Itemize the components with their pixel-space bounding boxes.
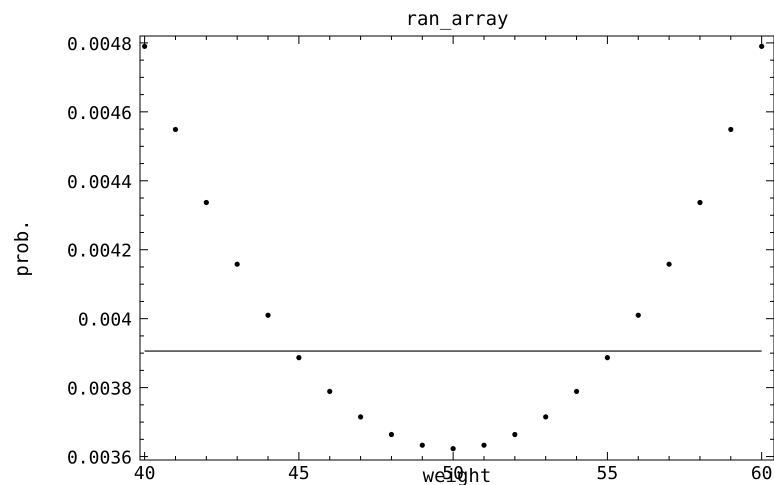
y-tick-label: 0.0044: [67, 172, 132, 193]
data-point: [512, 431, 518, 438]
y-tick-label: 0.0042: [67, 241, 132, 262]
data-point: [481, 442, 487, 448]
y-axis-label: prob.: [11, 219, 33, 276]
data-point: [203, 199, 209, 206]
data-point: [172, 126, 179, 133]
y-tick-label: 0.0036: [67, 448, 132, 469]
y-axis-ticks: 0.0036 0.0038 0.004 0.0042 0.0044 0.0046 0.004…: [67, 34, 774, 469]
x-tick-label: 45: [288, 463, 310, 484]
x-tick-label: 60: [751, 463, 773, 484]
data-point: [759, 43, 765, 49]
data-point: [450, 446, 456, 452]
data-point: [419, 442, 425, 448]
data-point: [234, 261, 240, 267]
data-point: [388, 431, 395, 438]
data-point: [635, 312, 641, 318]
x-tick-label: 55: [597, 463, 619, 484]
data-point: [543, 414, 549, 420]
x-tick-label: 40: [134, 463, 156, 484]
data-point: [573, 388, 580, 395]
data-point: [357, 414, 364, 420]
y-tick-label: 0.0046: [67, 103, 132, 124]
x-axis-label: weight: [423, 465, 492, 485]
data-point: [728, 126, 734, 133]
data-point: [327, 388, 333, 395]
x-axis-ticks: 40 45 50 55 60: [134, 36, 773, 484]
data-point: [265, 312, 271, 318]
y-tick-label: 0.0048: [67, 34, 132, 55]
data-point: [296, 355, 302, 361]
series-layer: [142, 43, 765, 452]
plot-frame: [139, 35, 774, 461]
data-point: [604, 355, 611, 361]
y-tick-label: 0.004: [78, 310, 132, 331]
x-tick-label: 50: [442, 463, 464, 484]
chart-title: ran_array: [406, 8, 509, 30]
data-point: [666, 261, 672, 267]
data-point: [697, 199, 703, 206]
y-tick-label: 0.0038: [67, 379, 132, 400]
data-point: [142, 43, 148, 49]
